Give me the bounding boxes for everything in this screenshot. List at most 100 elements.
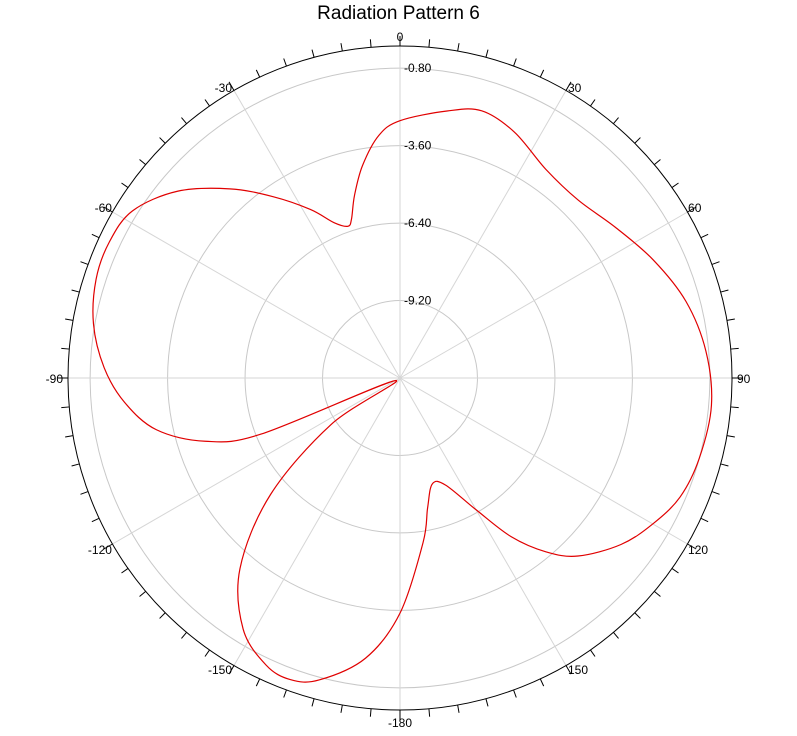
radial-tick-label: -3.60 xyxy=(404,139,432,153)
angle-tick-mark xyxy=(687,543,697,550)
angle-tick-mark xyxy=(726,435,735,438)
angular-grid-line xyxy=(112,377,401,545)
angle-tick-mark xyxy=(340,704,343,713)
angle-tick-mark xyxy=(700,517,709,523)
angle-tick-mark xyxy=(121,568,129,574)
angle-tick-mark xyxy=(228,665,235,675)
angle-tick-mark xyxy=(613,632,619,639)
angle-tick-mark xyxy=(255,69,261,78)
angle-tick-mark xyxy=(181,632,187,639)
angular-grid-line xyxy=(233,377,401,666)
angle-tick-mark xyxy=(121,182,129,188)
angle-tick-mark xyxy=(103,206,113,213)
angle-tick-mark xyxy=(255,678,261,687)
radial-tick-label: -9.20 xyxy=(404,294,432,308)
angle-tick-label: 90 xyxy=(737,372,751,386)
angle-tick-mark xyxy=(565,665,572,675)
angle-tick-mark xyxy=(634,612,641,619)
angle-tick-mark xyxy=(340,43,343,52)
angle-tick-mark xyxy=(71,289,80,293)
angle-tick-mark xyxy=(369,39,372,48)
angle-tick-mark xyxy=(65,435,74,438)
angle-tick-mark xyxy=(204,649,210,657)
angle-tick-mark xyxy=(428,39,431,48)
angle-tick-label: 30 xyxy=(568,81,582,95)
angle-tick-mark xyxy=(204,99,210,107)
angle-tick-label: 0 xyxy=(397,30,404,44)
angle-tick-mark xyxy=(613,117,619,124)
angle-tick-mark xyxy=(311,698,315,707)
angle-tick-mark xyxy=(726,318,735,321)
angle-tick-mark xyxy=(428,708,431,717)
angle-tick-mark xyxy=(228,81,235,91)
angle-tick-mark xyxy=(61,406,70,409)
angle-tick-mark xyxy=(283,58,287,67)
angle-tick-mark xyxy=(139,591,146,597)
angle-tick-mark xyxy=(181,117,187,124)
angle-tick-mark xyxy=(65,318,74,321)
chart-title: Radiation Pattern 6 xyxy=(317,3,480,24)
angle-tick-label: -180 xyxy=(388,716,412,730)
angle-tick-mark xyxy=(711,491,720,495)
angle-tick-mark xyxy=(539,69,545,78)
angle-tick-mark xyxy=(369,708,372,717)
angle-tick-label: -150 xyxy=(208,663,232,677)
angle-tick-mark xyxy=(91,233,100,239)
angular-grid-line xyxy=(399,377,688,545)
angle-tick-mark xyxy=(485,49,489,58)
labels: -9.20 -6.40 -3.60 -0.80 0 30 60 90 120 150 -180 -15… xyxy=(46,30,751,730)
angle-tick-mark xyxy=(283,689,287,698)
angle-tick-mark xyxy=(634,137,641,144)
angle-tick-mark xyxy=(730,347,739,350)
angle-tick-label: -90 xyxy=(46,372,64,386)
angle-tick-mark xyxy=(654,591,661,597)
angle-tick-mark xyxy=(671,182,679,188)
angle-tick-mark xyxy=(311,49,315,58)
angle-tick-mark xyxy=(590,99,596,107)
angle-tick-mark xyxy=(590,649,596,657)
angle-tick-mark xyxy=(80,491,89,495)
grid xyxy=(67,45,733,711)
angular-grid-line xyxy=(399,377,567,666)
angle-tick-mark xyxy=(720,289,729,293)
angle-tick-mark xyxy=(711,261,720,265)
angular-grid-line xyxy=(233,90,401,379)
angle-tick-mark xyxy=(513,689,517,698)
radial-tick-label: -6.40 xyxy=(404,216,432,230)
angle-tick-label: -120 xyxy=(88,543,112,557)
angle-tick-mark xyxy=(485,698,489,707)
angle-tick-mark xyxy=(159,612,166,619)
angle-tick-mark xyxy=(565,81,572,91)
angle-tick-mark xyxy=(80,261,89,265)
series-layer xyxy=(92,108,713,683)
angle-tick-mark xyxy=(103,543,113,550)
angular-grid-line xyxy=(399,211,688,379)
angle-tick-mark xyxy=(159,137,166,144)
angle-tick-mark xyxy=(654,159,661,165)
angle-tick-label: -30 xyxy=(215,81,233,95)
radial-tick-label: -0.80 xyxy=(404,61,432,75)
angle-tick-label: -60 xyxy=(95,201,113,215)
angle-tick-mark xyxy=(671,568,679,574)
angle-tick-mark xyxy=(91,517,100,523)
angle-tick-mark xyxy=(139,159,146,165)
angle-tick-mark xyxy=(539,678,545,687)
series-line xyxy=(92,108,713,683)
angle-tick-mark xyxy=(700,233,709,239)
angle-tick-mark xyxy=(457,704,460,713)
angle-tick-mark xyxy=(61,347,70,350)
angular-grid-line xyxy=(399,90,567,379)
angle-tick-label: 60 xyxy=(688,201,702,215)
angle-tick-label: 150 xyxy=(568,663,588,677)
angle-tick-mark xyxy=(513,58,517,67)
angle-tick-mark xyxy=(71,463,80,467)
angular-grid-line xyxy=(112,211,401,379)
angle-tick-mark xyxy=(457,43,460,52)
angle-tick-label: 120 xyxy=(688,543,708,557)
angle-tick-mark xyxy=(687,206,697,213)
angle-ticks xyxy=(58,36,742,720)
angle-tick-mark xyxy=(720,463,729,467)
angle-tick-mark xyxy=(730,406,739,409)
